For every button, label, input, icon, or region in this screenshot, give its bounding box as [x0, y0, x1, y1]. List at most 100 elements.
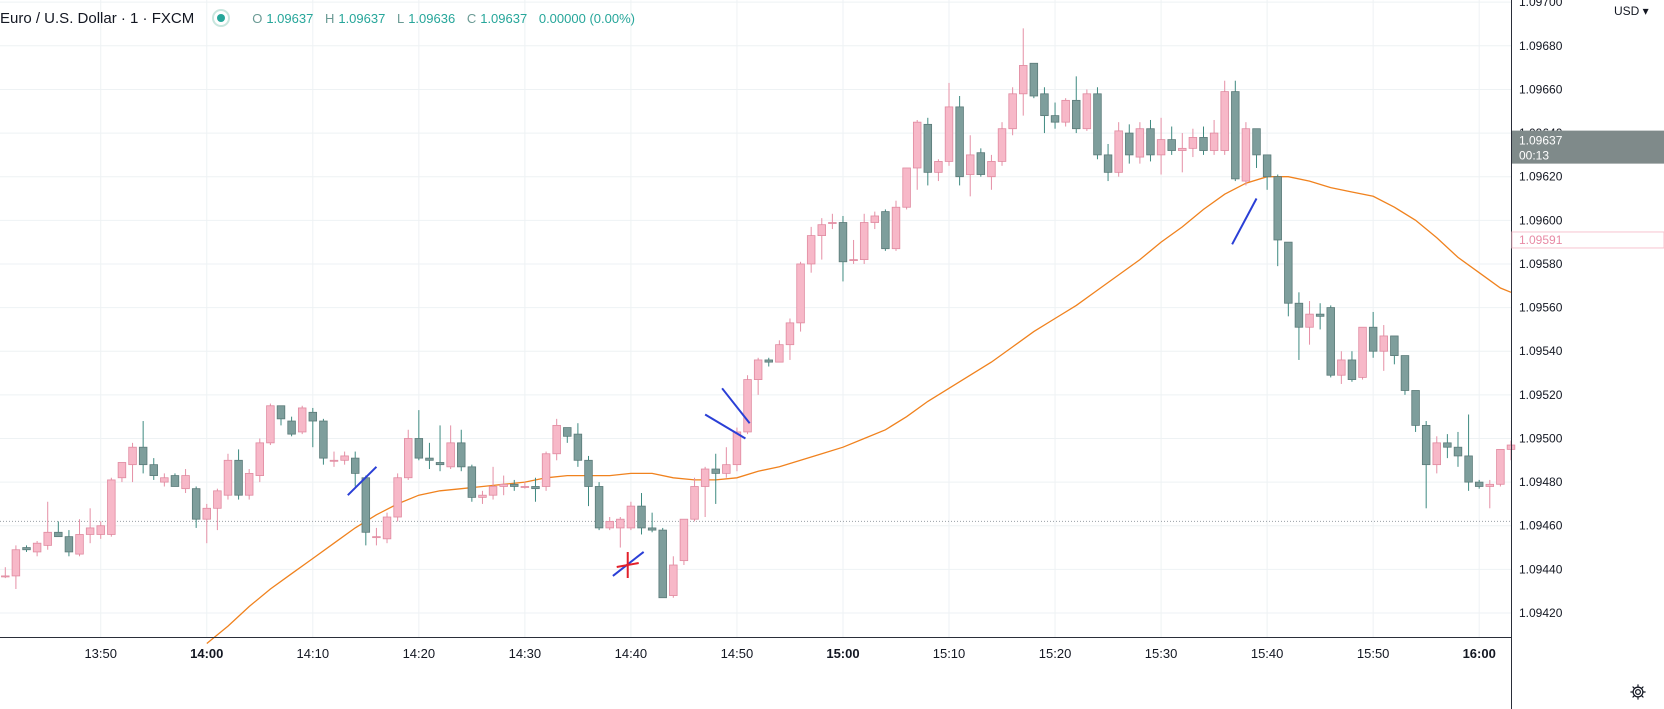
candle-body: [976, 152, 986, 175]
candle: [1, 567, 10, 579]
candle: [319, 418, 328, 465]
candle: [138, 421, 148, 474]
x-tick-label: 16:00: [1463, 646, 1496, 661]
candle-body: [351, 457, 360, 474]
candle-body: [149, 464, 158, 476]
candle-body: [213, 490, 222, 509]
candle: [1284, 241, 1293, 317]
candle-body: [372, 536, 381, 539]
candle: [1040, 87, 1049, 134]
candle-body: [1008, 93, 1017, 130]
candle: [859, 213, 869, 264]
candle-body: [22, 547, 31, 551]
candle: [435, 425, 445, 472]
candle: [191, 486, 201, 528]
candle-body: [425, 457, 434, 461]
last-price-bg: [1512, 130, 1664, 164]
candle-body: [234, 459, 243, 496]
candle: [1220, 80, 1229, 155]
candle: [1347, 351, 1357, 382]
candle-body: [997, 128, 1007, 162]
candle-body: [160, 477, 169, 483]
currency-selector[interactable]: USD ▾: [1614, 4, 1649, 18]
candle: [1379, 325, 1388, 371]
candle: [987, 154, 996, 190]
candle-body: [1326, 307, 1335, 376]
candle-body: [1252, 128, 1261, 156]
candle: [1209, 119, 1219, 155]
candle: [1199, 126, 1208, 155]
candle: [1464, 414, 1473, 491]
candle: [838, 215, 848, 282]
candle-body: [1135, 128, 1145, 158]
candle: [478, 490, 487, 504]
candle: [1019, 28, 1028, 116]
candle: [1114, 122, 1123, 177]
candle-body: [541, 453, 551, 487]
x-tick-label: 14:40: [615, 646, 648, 661]
candle-body: [181, 475, 190, 490]
candle-body: [722, 464, 731, 474]
candle: [711, 453, 720, 504]
trend-line-drawing: [1231, 198, 1258, 245]
y-tick-label: 1.09600: [1519, 213, 1563, 227]
candle-body: [828, 222, 837, 224]
candle-body: [658, 529, 667, 599]
candle-body: [1294, 302, 1304, 328]
candle-body: [54, 531, 63, 538]
candle: [1231, 80, 1240, 182]
candle: [1241, 122, 1251, 186]
candle: [297, 405, 307, 435]
y-tick-label: 1.09460: [1519, 519, 1563, 533]
candle-body: [393, 477, 402, 518]
candle: [1188, 128, 1198, 158]
ohlc-values: O 1.09637 H 1.09637 L 1.09636 C 1.09637 0.00…: [252, 11, 639, 26]
x-tick-label: 15:10: [933, 646, 966, 661]
candle-body: [616, 518, 625, 529]
candle-body: [191, 488, 201, 520]
candle-body: [1464, 455, 1473, 483]
candle: [584, 455, 593, 507]
gear-icon[interactable]: [1629, 683, 1647, 701]
candle: [1050, 102, 1060, 129]
candle: [647, 512, 657, 533]
candle-body: [626, 505, 636, 529]
candle: [181, 469, 190, 494]
x-tick-label: 15:20: [1039, 646, 1072, 661]
close-value: C 1.09637: [466, 10, 528, 26]
x-tick-label: 15:30: [1145, 646, 1178, 661]
candle: [202, 503, 211, 544]
candle: [573, 423, 583, 467]
reference-price-label: 1.09591: [1511, 231, 1664, 249]
candle: [775, 340, 784, 363]
candle-body: [1421, 424, 1431, 466]
candle: [287, 416, 296, 437]
candle: [11, 545, 21, 590]
x-tick-label: 14:50: [721, 646, 754, 661]
candle: [594, 482, 604, 531]
candle: [1390, 335, 1399, 365]
candle-body: [255, 442, 265, 476]
symbol-title[interactable]: Euro / U.S. Dollar · 1 · FXCM: [0, 9, 195, 27]
candle-body: [1241, 128, 1251, 182]
candle: [722, 447, 731, 478]
chart-header: Euro / U.S. Dollar · 1 · FXCM O 1.09637 H…: [0, 0, 639, 36]
candle: [499, 475, 508, 496]
candle-body: [1156, 139, 1166, 156]
candle: [414, 410, 424, 461]
candle: [902, 167, 911, 210]
candle: [107, 477, 116, 537]
candle: [244, 469, 254, 500]
trend-line-drawing: [721, 387, 751, 424]
candle: [128, 442, 137, 483]
candle: [1496, 448, 1505, 487]
candle: [669, 556, 678, 598]
candle-body: [1188, 137, 1198, 149]
candle: [1156, 117, 1166, 175]
x-tick-label: 15:00: [826, 646, 859, 661]
candle-body: [499, 483, 508, 487]
candle-body: [297, 407, 307, 433]
candle: [223, 453, 233, 500]
candle: [891, 200, 901, 251]
